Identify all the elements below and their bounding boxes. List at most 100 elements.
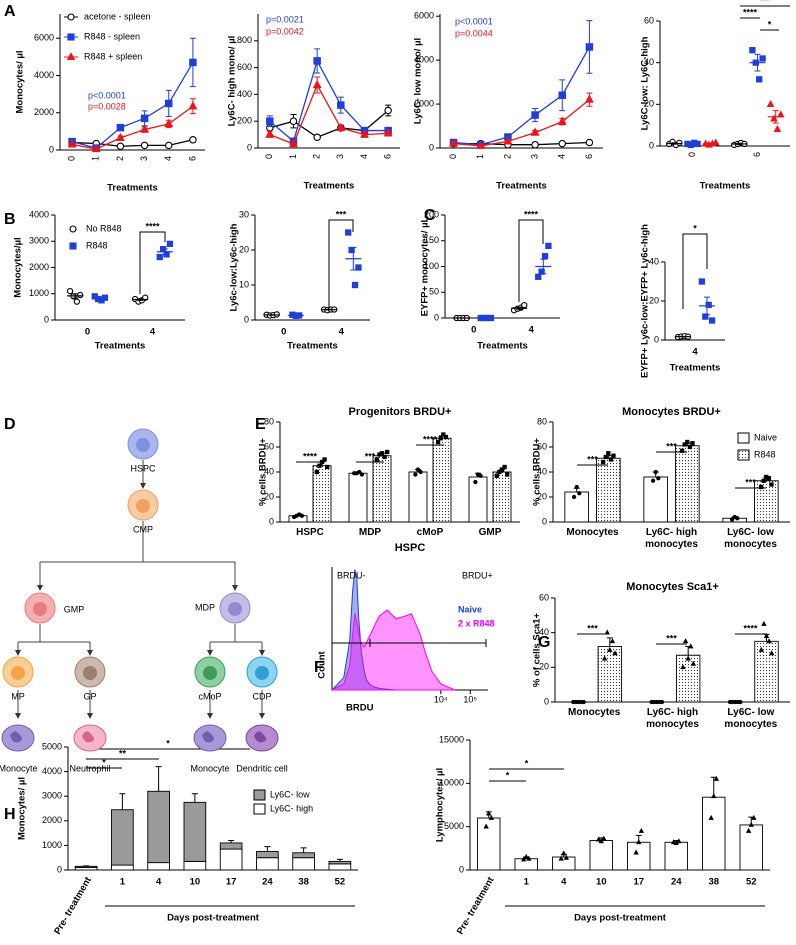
data-point [713,775,720,781]
data-point [690,660,697,666]
data-point [769,482,774,487]
error-bar [736,142,743,146]
x-tick-label: Pre- treatment [455,875,497,937]
chart-title: HSPC [395,542,426,554]
y-tick-label: 20 [239,244,249,254]
cell-nucleus [33,602,47,616]
connector [40,521,235,563]
cell-nucleus [254,731,266,743]
x-tick-label: Monocytes [566,527,619,538]
data-point [166,240,174,248]
cell-nucleus [136,438,150,452]
data-point [758,646,764,652]
data-point [670,839,677,845]
y-tick-label: 20 [644,99,654,109]
y-tick-label: 200 [237,116,252,126]
bar [643,476,668,523]
significance-label: *** [336,209,347,219]
chart-title: Progenitors BRDU+ [349,406,452,418]
data-point [607,646,613,652]
bar [372,455,392,523]
data-point [115,132,125,142]
data-point [336,122,346,132]
data-point [486,810,492,816]
bar-segment [219,842,243,850]
y-tick-label: 60 [539,592,549,602]
x-tick-label: 1 [91,156,101,161]
legend-label: acetone - spleen [84,11,151,21]
data-point [359,472,365,477]
cell-nucleus [202,731,214,743]
x-axis-label: Treatments [287,341,338,352]
data-point [603,454,608,460]
y-tick-label: 150 [424,235,439,245]
data-point [91,143,101,153]
y-axis-label: EYFP+ monocytes/ µL [420,216,431,316]
data-point [761,478,766,483]
error-bar [689,142,696,146]
data-point [650,478,656,483]
bar [739,824,763,871]
series-line [71,62,194,149]
data-point [595,836,602,842]
x-tick-label: 1 [288,154,298,159]
data-point [558,855,564,861]
bar-segment [256,851,279,859]
x-tick-label: 4 [359,154,369,159]
annotation: p=0.0028 [88,101,126,111]
x-tick-label: 24 [671,877,682,888]
data-point [585,43,594,51]
bar-segment [147,790,170,864]
significance-bracket [518,219,544,302]
panel-label: C [424,207,436,224]
legend-label: Ly6C- low [270,789,310,799]
data-point [357,469,362,475]
legend-label: R848 + spleen [84,51,142,61]
data-point [73,298,80,305]
data-point [636,839,642,845]
significance-bracket [328,219,354,310]
significance-label: **** [743,7,758,17]
data-point [313,57,321,65]
panel-label: E [255,416,266,433]
data-point [609,638,616,644]
data-point [289,138,298,148]
data-point [488,814,495,820]
y-tick-label: 800 [237,35,252,45]
data-point [337,101,345,109]
x-tick-label: 4 [150,327,156,338]
data-point [140,114,149,123]
x-axis-label: Treatments [95,341,146,352]
data-point [189,58,197,67]
data-point [66,287,74,295]
legend-swatch [737,432,750,444]
data-point [612,650,618,656]
y-tick-label: 80 [537,416,547,426]
data-point [574,484,579,490]
series-line [269,83,389,145]
error-bar [300,847,307,853]
data-point [156,253,163,261]
significance-label: *** [745,477,756,487]
y-tick-label: 40 [264,466,274,476]
bar [348,472,368,523]
x-tick-label: 38 [708,877,719,888]
data-point [761,620,767,626]
x-tick-label: 10 [190,877,201,888]
data-point [682,638,689,644]
x-tick-label: 6 [187,156,197,161]
legend-swatch [253,803,266,815]
data-point [299,513,305,518]
y-tick-label: 0 [542,516,547,526]
y-axis-label: Monocytes/ µl [15,50,26,113]
node-label: GMP [64,604,85,614]
data-point [584,94,594,103]
data-point [530,127,540,136]
data-point [766,638,772,644]
x-tick-label: 0 [66,156,76,161]
data-point [385,449,390,455]
x-tick-label: 10⁵ [463,694,477,704]
x-axis-label: Treatments [477,341,528,352]
bar [477,817,501,871]
data-point [702,313,709,320]
